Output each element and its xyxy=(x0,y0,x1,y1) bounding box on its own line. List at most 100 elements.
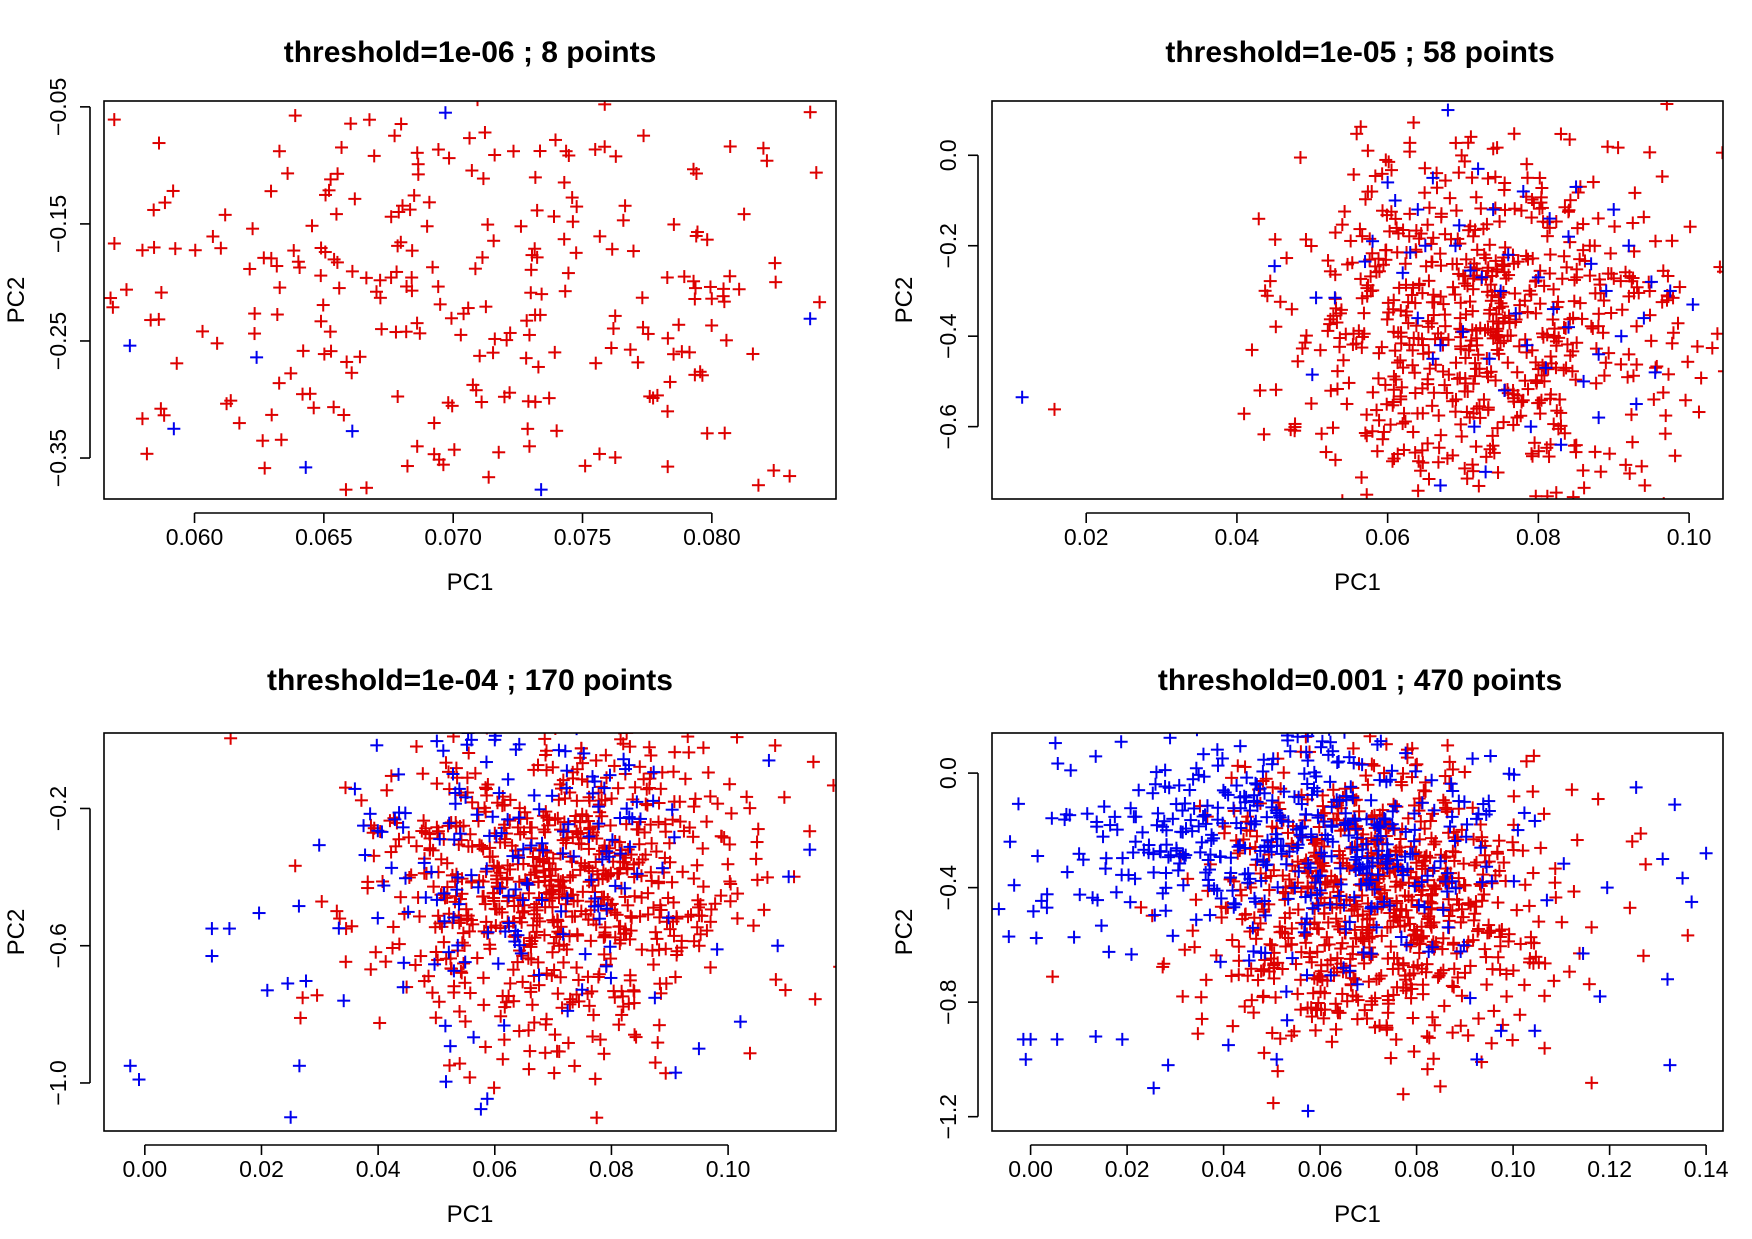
selected-point xyxy=(371,911,385,925)
background-point xyxy=(1491,466,1505,480)
selected-point xyxy=(1305,368,1319,382)
background-point xyxy=(1250,829,1264,843)
background-point xyxy=(1415,286,1429,300)
background-point xyxy=(1360,289,1374,303)
background-point xyxy=(353,350,367,364)
background-point xyxy=(514,219,528,233)
y-tick-label: −1.0 xyxy=(45,1060,71,1105)
selected-point xyxy=(1370,920,1384,934)
background-point xyxy=(746,919,760,933)
selected-point xyxy=(1123,895,1137,909)
background-point xyxy=(1429,835,1443,849)
background-point xyxy=(1412,937,1426,951)
background-point xyxy=(1380,312,1394,326)
background-point xyxy=(459,902,473,916)
selected-point xyxy=(1540,893,1554,907)
background-point xyxy=(1716,265,1723,279)
selected-point xyxy=(630,867,644,881)
background-point xyxy=(1422,201,1436,215)
background-point xyxy=(1257,427,1271,441)
background-point xyxy=(1485,962,1499,976)
background-point xyxy=(1329,912,1343,926)
background-point xyxy=(1416,347,1430,361)
selected-point xyxy=(1154,845,1168,859)
background-point xyxy=(1570,833,1584,847)
background-point xyxy=(380,783,394,797)
background-point xyxy=(1525,193,1539,207)
selected-point xyxy=(1446,784,1460,798)
background-point xyxy=(661,404,675,418)
background-point xyxy=(322,183,336,197)
background-point xyxy=(1352,324,1366,338)
background-point xyxy=(546,945,560,959)
background-point xyxy=(476,971,490,985)
selected-point xyxy=(385,861,399,875)
background-point xyxy=(254,526,267,539)
background-point xyxy=(218,208,232,222)
background-point xyxy=(704,915,718,929)
selected-point xyxy=(1524,420,1538,434)
background-point xyxy=(1468,369,1482,383)
background-point xyxy=(768,738,782,752)
selected-point xyxy=(1268,259,1282,273)
background-point xyxy=(588,1072,602,1086)
background-point xyxy=(404,868,418,882)
selected-point xyxy=(605,833,619,847)
background-point xyxy=(1265,1026,1279,1040)
background-point xyxy=(1507,127,1521,141)
background-point xyxy=(476,101,479,107)
background-point xyxy=(1300,927,1314,941)
background-point xyxy=(369,945,383,959)
background-point xyxy=(547,936,561,950)
background-point xyxy=(1449,392,1463,406)
background-point xyxy=(1576,243,1590,257)
background-point xyxy=(1463,410,1477,424)
background-point xyxy=(777,790,791,804)
selected-point xyxy=(1311,808,1325,822)
background-point xyxy=(1452,871,1466,885)
background-point xyxy=(1431,455,1445,469)
background-point xyxy=(1446,394,1460,408)
selected-point xyxy=(1685,895,1699,909)
background-point xyxy=(1453,371,1467,385)
background-point xyxy=(1544,350,1558,364)
background-point xyxy=(1392,281,1406,295)
background-point xyxy=(152,312,166,326)
background-point xyxy=(618,199,632,213)
background-point xyxy=(1584,319,1598,333)
background-point xyxy=(1331,1004,1345,1018)
background-point xyxy=(1499,272,1513,286)
selected-point xyxy=(1115,1032,1129,1046)
background-point xyxy=(256,434,270,448)
selected-point xyxy=(417,856,431,870)
background-point xyxy=(487,234,501,248)
selected-point xyxy=(1425,940,1439,954)
background-point xyxy=(497,1033,511,1047)
background-point xyxy=(1321,254,1335,268)
selected-point xyxy=(1301,754,1315,768)
background-point xyxy=(1279,939,1293,953)
background-point xyxy=(1533,407,1547,421)
background-point xyxy=(539,805,553,819)
background-point xyxy=(1189,893,1203,907)
selected-point xyxy=(1147,865,1161,879)
background-point xyxy=(324,344,338,358)
background-point xyxy=(443,1058,457,1072)
background-point xyxy=(1474,201,1488,215)
background-point xyxy=(1390,221,1404,235)
selected-point xyxy=(377,879,391,893)
selected-point xyxy=(560,891,574,905)
selected-point xyxy=(1418,239,1432,253)
background-point xyxy=(630,822,644,836)
background-point xyxy=(1359,926,1373,940)
selected-point xyxy=(556,927,570,941)
selected-point xyxy=(438,106,452,120)
background-point xyxy=(1266,780,1280,794)
selected-point xyxy=(1449,881,1463,895)
background-point xyxy=(399,325,413,339)
background-point xyxy=(632,837,646,851)
background-point xyxy=(1440,386,1454,400)
background-point xyxy=(1310,833,1324,847)
background-point xyxy=(1514,937,1528,951)
background-point xyxy=(305,219,319,233)
